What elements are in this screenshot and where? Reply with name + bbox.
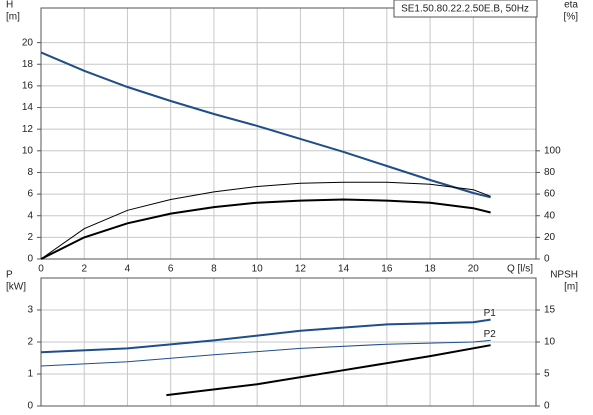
x-tick-label: 2 [81,264,87,275]
title-box [393,0,538,18]
x-tick-label: 18 [425,264,437,275]
y-tick-label: 16 [22,81,34,92]
plot-frame [40,7,537,260]
x-tick-label: 6 [168,264,174,275]
curve [166,344,491,397]
y-axis-unit: [m] [6,12,20,23]
y2-tick-label: 10 [544,337,556,348]
curve [40,51,491,199]
x-tick-label: 0 [38,264,44,275]
y-tick-label: 1 [27,369,33,380]
y-tick-label: 4 [27,210,33,221]
y2-tick-label: 0 [544,254,550,265]
y2-tick-label: 40 [544,210,556,221]
y-axis-label: H [6,0,13,11]
chart-title: SE1.50.80.22.2.50E.B, 50Hz [401,4,529,15]
x-tick-label: 20 [468,264,480,275]
y2-tick-label: 15 [544,305,556,316]
curve-label: P2 [484,329,497,340]
y2-tick-label: 20 [544,232,556,243]
curve [40,339,491,367]
panel: 0 2 4 6 8 10 12 14 16 18 20 0 20 40 60 80 100 0 2 4 6 8 10 12 14… [6,0,578,275]
x-tick-label: 12 [295,264,307,275]
y-tick-label: 8 [27,167,33,178]
y2-axis-label: eta [564,0,578,11]
y-tick-label: 14 [22,102,34,113]
y2-tick-label: 100 [544,145,561,156]
y2-tick-label: 80 [544,167,556,178]
curve [40,198,491,260]
y-tick-label: 18 [22,59,34,70]
curve [40,181,491,260]
y2-axis-label: NPSH [550,270,578,281]
y2-tick-label: 5 [544,369,550,380]
y-tick-label: 0 [27,254,33,265]
y-tick-label: 10 [22,145,34,156]
y2-axis-unit: [m] [564,282,578,293]
x-tick-label: 14 [338,264,350,275]
curve [40,318,491,354]
x-tick-label: 4 [125,264,131,275]
y2-tick-label: 60 [544,189,556,200]
y2-tick-label: 0 [544,401,550,412]
y-tick-label: 3 [27,305,33,316]
y-tick-label: 2 [27,232,33,243]
x-tick-label: 8 [211,264,217,275]
y-tick-label: 6 [27,189,33,200]
y-axis-label: P [6,270,13,281]
y-tick-label: 12 [22,124,34,135]
curve-label: P1 [484,308,497,319]
y-tick-label: 20 [22,37,34,48]
x-axis-label: Q [l/s] [507,264,533,275]
y-tick-label: 0 [27,401,33,412]
y2-axis-unit: [%] [564,12,579,23]
x-tick-label: 10 [252,264,264,275]
x-tick-label: 16 [381,264,393,275]
y-tick-label: 2 [27,337,33,348]
y-axis-unit: [kW] [6,282,26,293]
panel: 0 1 2 3 0 5 10 15 P[kW] NPSH[m] P1 P2 [6,270,578,412]
